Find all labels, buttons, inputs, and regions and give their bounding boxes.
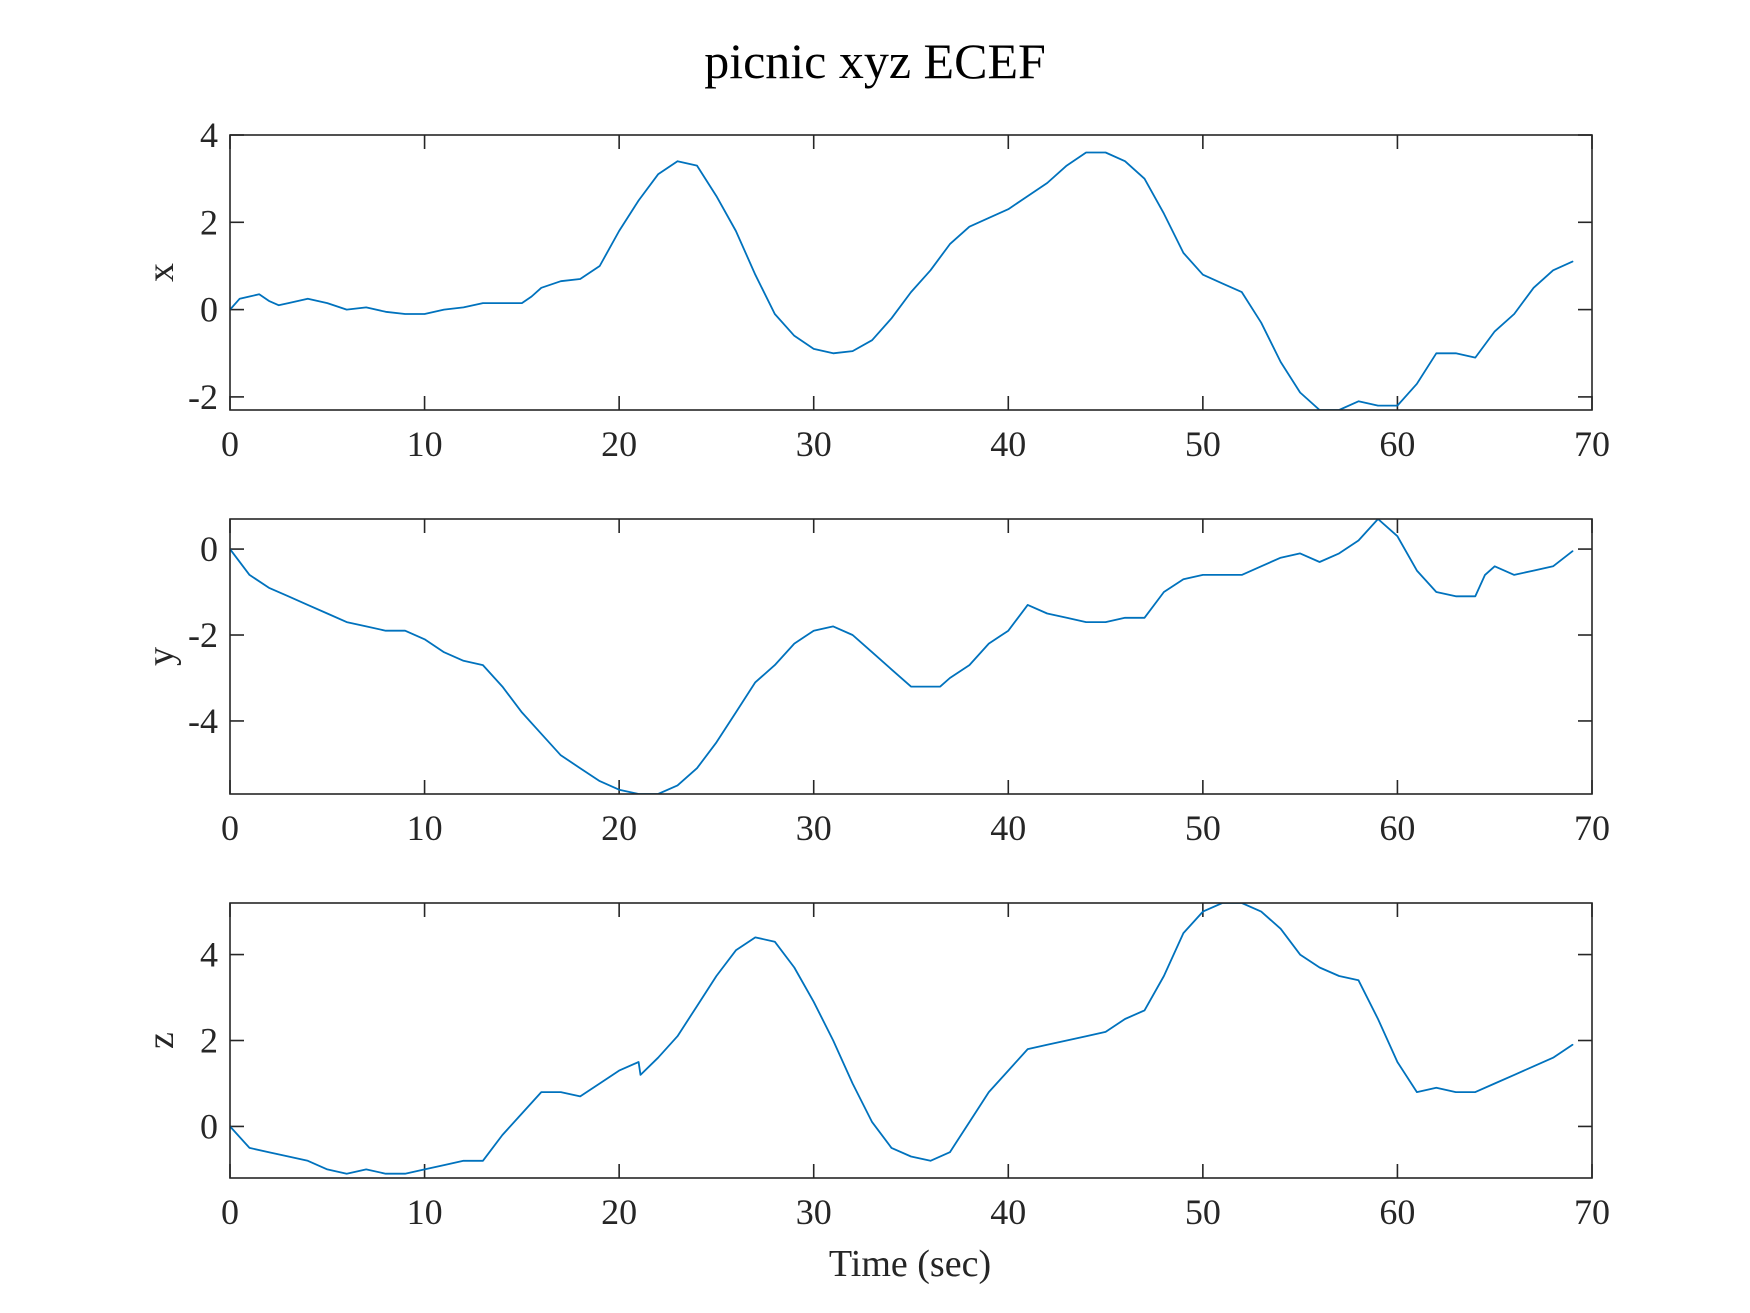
y-tick-label: 0	[200, 529, 218, 569]
y-axis-label: x	[140, 263, 182, 282]
x-tick-label: 0	[221, 1192, 239, 1232]
x-tick-label: 30	[796, 424, 832, 464]
x-tick-label: 30	[796, 1192, 832, 1232]
x-tick-label: 50	[1185, 1192, 1221, 1232]
series-line	[230, 519, 1574, 794]
x-tick-label: 70	[1574, 808, 1610, 848]
x-tick-label: 0	[221, 424, 239, 464]
y-tick-label: 2	[200, 202, 218, 242]
x-tick-label: 20	[601, 424, 637, 464]
x-tick-label: 60	[1379, 1192, 1415, 1232]
x-tick-label: 10	[407, 808, 443, 848]
series-line	[230, 903, 1574, 1175]
y-tick-label: -2	[188, 615, 218, 655]
x-tick-label: 10	[407, 424, 443, 464]
y-axis-label: z	[140, 1032, 182, 1049]
x-tick-label: 10	[407, 1192, 443, 1232]
x-tick-label: 30	[796, 808, 832, 848]
axes-frame	[229, 902, 1593, 1179]
x-tick-label: 40	[990, 1192, 1026, 1232]
y-tick-label: -4	[188, 701, 218, 741]
y-tick-label: 0	[200, 290, 218, 330]
y-tick-label: 2	[200, 1021, 218, 1061]
y-axis-label: y	[140, 647, 182, 666]
series-line	[230, 151, 1574, 410]
plot-area	[230, 519, 1592, 794]
x-tick-label: 60	[1379, 424, 1415, 464]
plot-area	[230, 135, 1592, 410]
x-axis-label: Time (sec)	[829, 1243, 991, 1285]
x-tick-label: 40	[990, 808, 1026, 848]
axes-frame	[229, 134, 1593, 411]
x-tick-label: 50	[1185, 424, 1221, 464]
plot-area	[230, 903, 1592, 1178]
x-tick-label: 70	[1574, 424, 1610, 464]
y-tick-label: 4	[200, 935, 218, 975]
x-tick-label: 20	[601, 1192, 637, 1232]
x-tick-label: 50	[1185, 808, 1221, 848]
y-tick-label: -2	[188, 377, 218, 417]
y-tick-label: 4	[200, 115, 218, 155]
x-tick-label: 40	[990, 424, 1026, 464]
axes-frame	[229, 518, 1593, 795]
x-tick-label: 0	[221, 808, 239, 848]
x-tick-label: 60	[1379, 808, 1415, 848]
panel-y: -4 -2 0 0 10 20 30 40 50 60 70 y	[140, 518, 1610, 848]
y-tick-label: 0	[200, 1106, 218, 1146]
chart-title: picnic xyz ECEF	[704, 33, 1046, 89]
x-tick-label: 70	[1574, 1192, 1610, 1232]
x-tick-label: 20	[601, 808, 637, 848]
